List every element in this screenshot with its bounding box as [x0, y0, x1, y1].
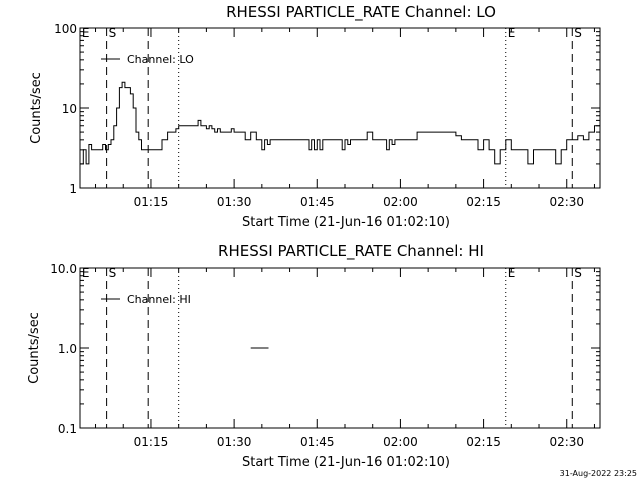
timestamp: 31-Aug-2022 23:25: [560, 469, 637, 478]
marker-label: S: [574, 26, 582, 40]
marker-label: S: [109, 26, 117, 40]
marker-label: S: [109, 266, 117, 280]
marker-label: E: [82, 26, 90, 40]
legend: Channel: LO: [101, 53, 194, 66]
y-tick-label: 1: [69, 182, 77, 196]
x-tick-label: 02:30: [549, 435, 584, 449]
panel-title: RHESSI PARTICLE_RATE Channel: HI: [218, 242, 484, 261]
y-axis-label: Counts/sec: [29, 72, 44, 144]
marker-label: E: [508, 26, 516, 40]
x-tick-label: 01:30: [217, 195, 252, 209]
x-tick-label: 02:00: [383, 435, 418, 449]
x-tick-label: 02:30: [549, 195, 584, 209]
panel-title: RHESSI PARTICLE_RATE Channel: LO: [226, 3, 496, 22]
panel-hi: RHESSI PARTICLE_RATE Channel: HI Start T…: [27, 242, 601, 470]
x-axis-label: Start Time (21-Jun-16 01:02:10): [242, 215, 450, 230]
series-line: [80, 81, 601, 165]
marker-label: E: [82, 266, 90, 280]
x-tick-label: 01:45: [300, 435, 335, 449]
x-tick-label: 02:15: [466, 435, 501, 449]
marker-label: E: [508, 266, 516, 280]
x-tick-label: 01:45: [300, 195, 335, 209]
y-tick-label: 1.0: [58, 342, 77, 356]
marker-label: S: [574, 266, 582, 280]
x-axis-label: Start Time (21-Jun-16 01:02:10): [242, 455, 450, 470]
legend-label: Channel: HI: [127, 293, 191, 306]
x-tick-label: 01:15: [134, 195, 169, 209]
panel-lo: RHESSI PARTICLE_RATE Channel: LO Start T…: [29, 3, 601, 230]
y-tick-label: 10: [62, 102, 77, 116]
x-tick-label: 02:15: [466, 195, 501, 209]
legend: Channel: HI: [101, 293, 191, 306]
y-tick-label: 0.1: [58, 422, 77, 436]
y-axis-label: Counts/sec: [27, 312, 42, 384]
x-tick-label: 01:15: [134, 435, 169, 449]
legend-label: Channel: LO: [127, 53, 194, 66]
x-tick-label: 02:00: [383, 195, 418, 209]
y-tick-label: 10.0: [50, 262, 77, 276]
y-tick-label: 100: [54, 22, 77, 36]
x-tick-label: 01:30: [217, 435, 252, 449]
